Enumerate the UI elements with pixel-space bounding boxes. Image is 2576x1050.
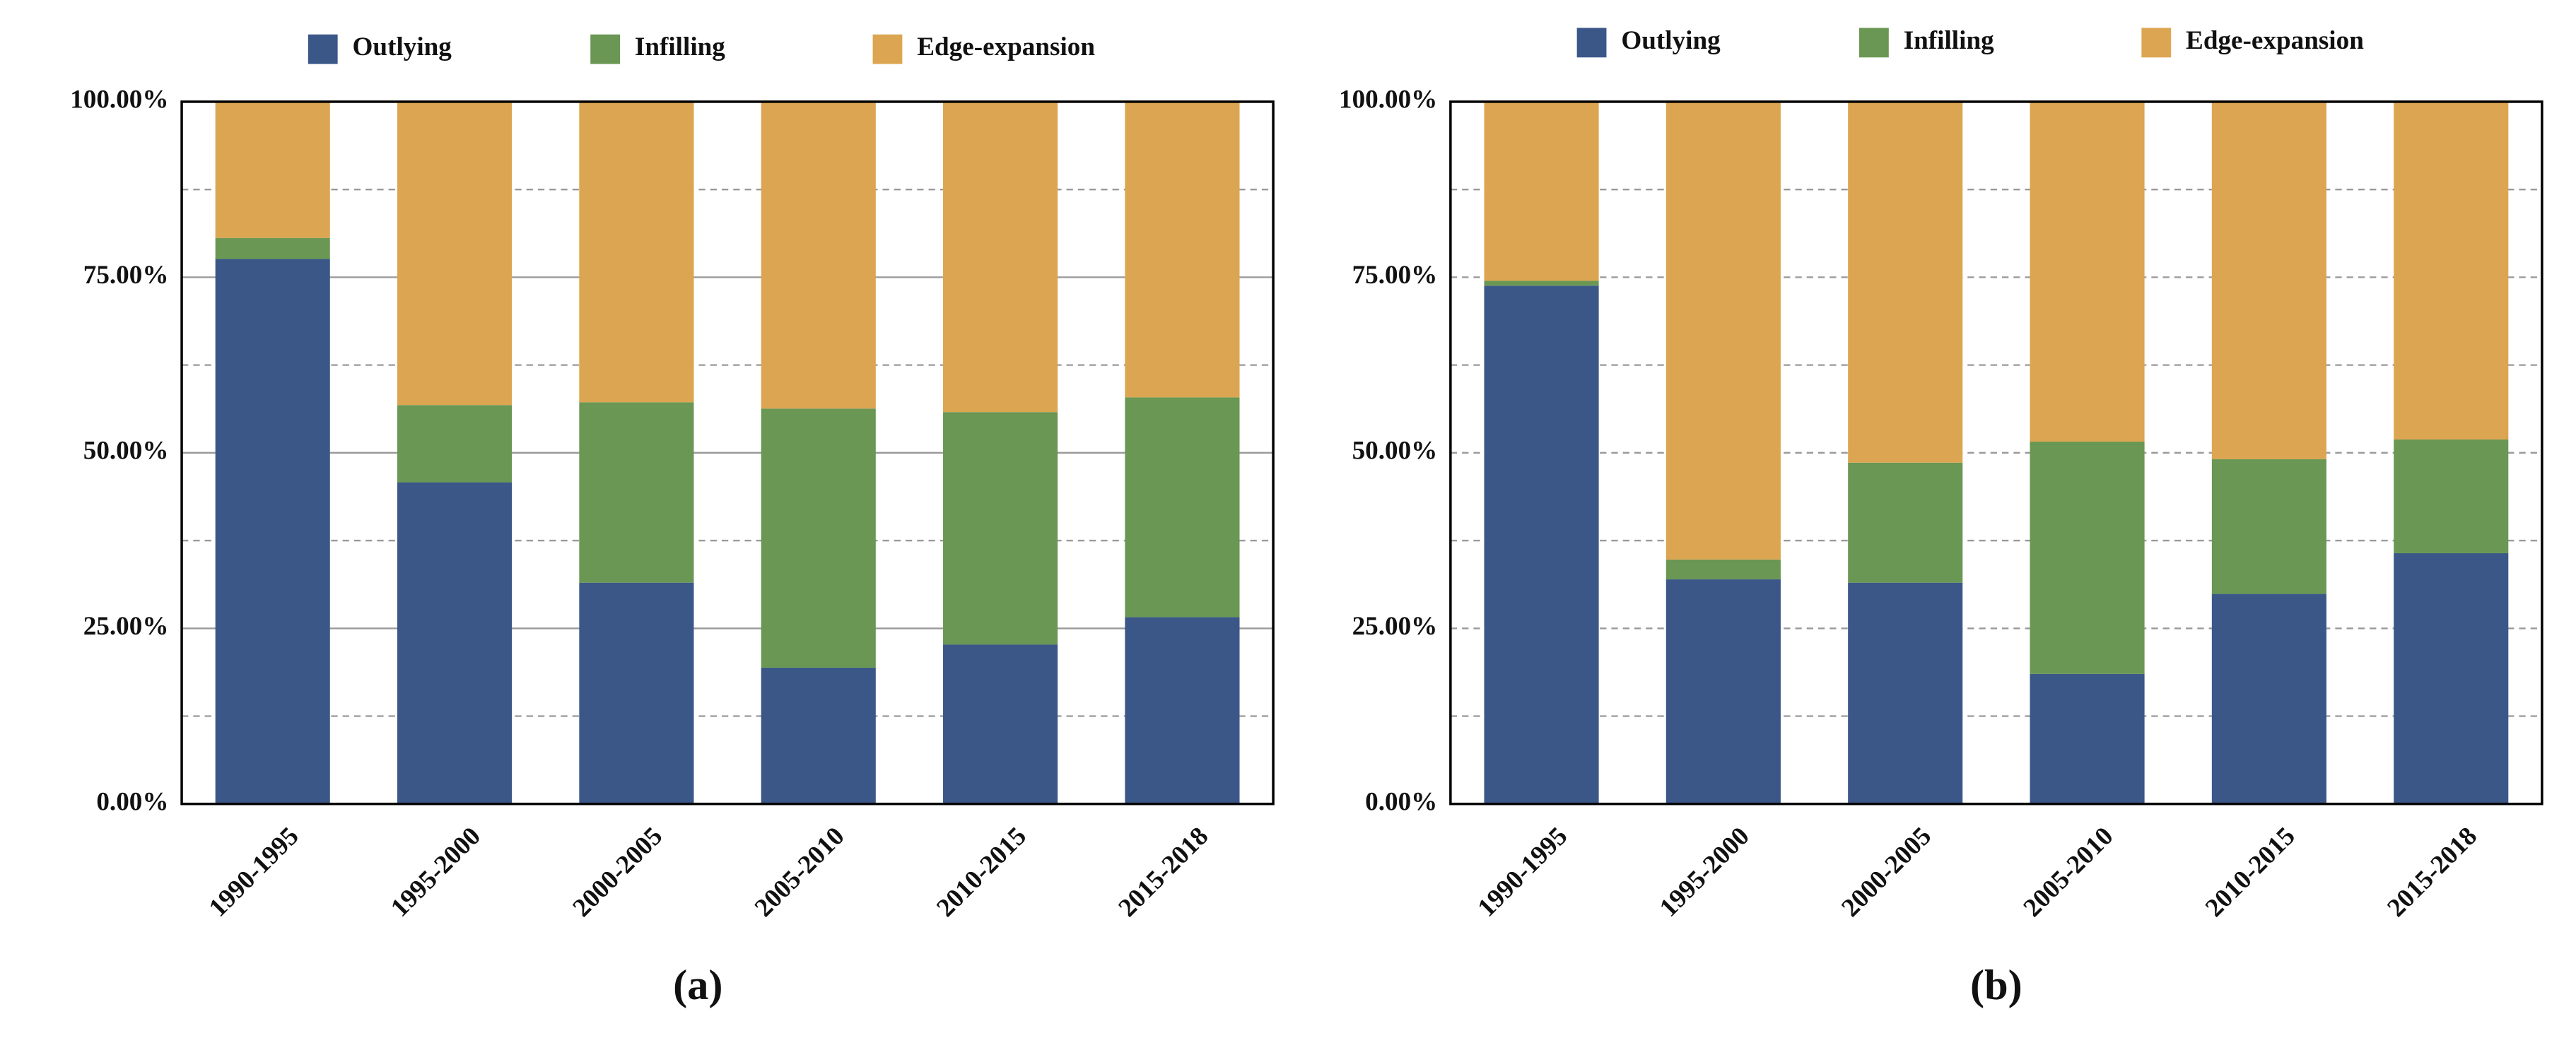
bar-segment — [2030, 673, 2145, 804]
bar-segment — [579, 101, 694, 403]
legend-label: Outlying — [1621, 26, 1721, 55]
bar-segment — [1665, 101, 1781, 560]
bar-segment — [397, 405, 513, 483]
bar-segment — [943, 644, 1058, 804]
bar-segment — [215, 259, 330, 804]
bar-segment — [579, 402, 694, 583]
bar-segment — [2030, 101, 2145, 442]
bar-segment — [2211, 459, 2326, 594]
x-tick-label: 1990-1995 — [1473, 822, 1574, 923]
legend-swatch — [590, 34, 620, 64]
bar-segment — [397, 101, 513, 406]
legend-swatch — [1859, 28, 1889, 58]
bar-segment — [215, 237, 330, 259]
x-tick-label: 1990-1995 — [204, 822, 305, 923]
bar-segment — [2394, 553, 2509, 804]
plot-frame — [1449, 100, 2543, 806]
x-tick-label: 1995-2000 — [1654, 822, 1755, 923]
x-tick-label: 2000-2005 — [568, 822, 669, 923]
bar-segment — [1665, 579, 1781, 804]
bar-segment — [943, 101, 1058, 413]
x-tick-label: 2000-2005 — [1836, 822, 1937, 923]
x-tick-label: 2010-2015 — [2200, 822, 2301, 923]
y-tick-label: 100.00% — [1339, 85, 1437, 114]
bar-segment — [1665, 559, 1781, 579]
bar-segment — [1484, 281, 1599, 286]
x-tick-label: 2010-2015 — [931, 822, 1032, 923]
legend-label: Infilling — [635, 33, 725, 61]
bar-segment — [2030, 441, 2145, 674]
bar-segment — [397, 482, 513, 804]
x-tick-label: 2015-2018 — [1113, 822, 1214, 923]
legend-label: Edge-expansion — [2186, 26, 2364, 55]
y-tick-label: 100.00% — [70, 85, 168, 114]
plot-frame — [180, 100, 1275, 806]
y-tick-label: 50.00% — [1352, 436, 1438, 465]
bar-segment — [1484, 101, 1599, 281]
bar-segment — [1848, 582, 1963, 804]
x-tick-label: 2015-2018 — [2382, 822, 2483, 923]
bar-segment — [215, 101, 330, 238]
legend-label: Outlying — [353, 33, 452, 61]
legend-swatch — [1576, 28, 1607, 58]
bar-segment — [761, 667, 876, 804]
bar-segment — [1125, 617, 1240, 804]
legend-swatch — [872, 34, 903, 64]
y-tick-label: 75.00% — [1352, 261, 1438, 290]
y-tick-label: 75.00% — [83, 261, 169, 290]
bar-segment — [1848, 462, 1963, 583]
y-tick-label: 0.00% — [1365, 787, 1437, 816]
bar-segment — [1848, 101, 1963, 463]
bar-segment — [761, 408, 876, 668]
bar-segment — [1484, 285, 1599, 804]
bar-segment — [2211, 594, 2326, 804]
subplot-label: (b) — [1970, 962, 2022, 1009]
x-tick-label: 2005-2010 — [749, 822, 850, 923]
bar-segment — [943, 412, 1058, 645]
bar-segment — [2394, 101, 2509, 440]
bar-segment — [2211, 101, 2326, 459]
bar-segment — [2394, 439, 2509, 553]
x-tick-label: 1995-2000 — [385, 822, 486, 923]
bar-segment — [1125, 397, 1240, 618]
y-tick-label: 25.00% — [83, 612, 169, 641]
legend-swatch — [2141, 28, 2172, 58]
legend-swatch — [308, 34, 338, 64]
subplot-label: (a) — [673, 962, 722, 1009]
y-tick-label: 0.00% — [96, 787, 168, 816]
y-tick-label: 25.00% — [1352, 612, 1438, 641]
legend-label: Edge-expansion — [917, 33, 1095, 61]
bar-segment — [1125, 101, 1240, 398]
bar-segment — [761, 101, 876, 409]
legend-label: Infilling — [1904, 26, 1994, 55]
y-tick-label: 50.00% — [83, 436, 169, 465]
x-tick-label: 2005-2010 — [2018, 822, 2119, 923]
bar-segment — [579, 582, 694, 804]
